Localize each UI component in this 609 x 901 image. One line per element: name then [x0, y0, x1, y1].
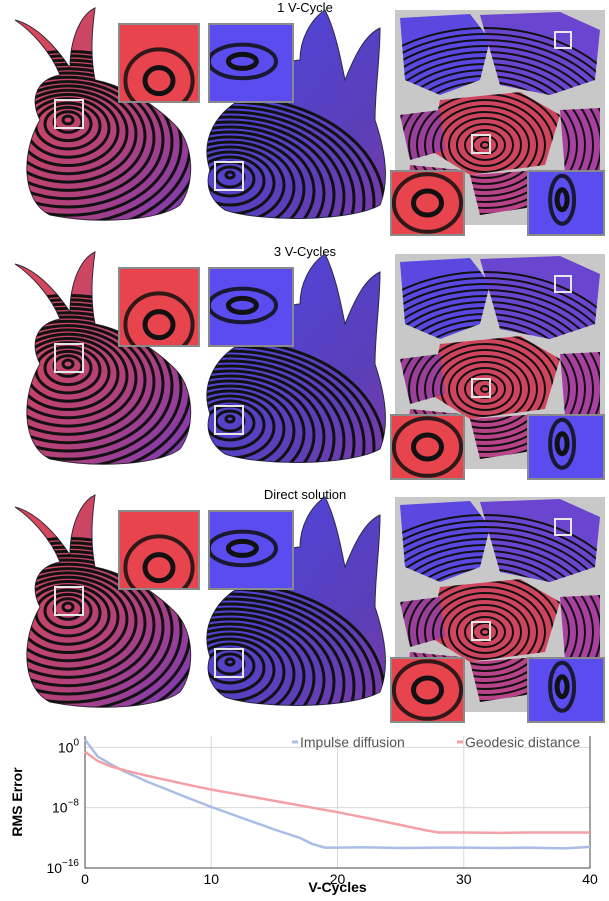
inset-red-top: [118, 510, 200, 590]
inset-red-atlas: [390, 414, 465, 480]
legend-label: Impulse diffusion: [300, 734, 405, 750]
figure-row: 1 V-Cycle: [0, 0, 609, 236]
zoom-region-box: [471, 134, 491, 154]
y-axis-label: RMS Error: [9, 767, 25, 837]
zoom-region-box: [214, 161, 244, 191]
zoom-region-box: [471, 621, 491, 641]
inset-blue-atlas: [527, 414, 605, 480]
inset-blue-top: [208, 267, 294, 347]
legend-label: Geodesic distance: [465, 734, 580, 750]
zoom-region-box: [54, 99, 84, 129]
zoom-region-box: [54, 343, 84, 373]
x-tick-label: 20: [330, 871, 346, 887]
inset-blue-atlas: [527, 657, 605, 723]
zoom-region-box: [54, 586, 84, 616]
row-title: 1 V-Cycle: [277, 0, 333, 15]
zoom-region-box: [471, 378, 491, 398]
row-title: 3 V-Cycles: [273, 244, 337, 259]
chart-svg: 0 10 20 30 40 100 10−8 10−16 V-Cycles RMS Error Im…: [9, 734, 598, 895]
x-tick-label: 30: [456, 871, 472, 887]
inset-red-atlas: [390, 170, 465, 236]
inset-blue-atlas: [527, 170, 605, 236]
y-tick-label: 100: [58, 737, 80, 755]
row-figure-svg: [14, 7, 605, 236]
zoom-region-box: [554, 275, 572, 293]
x-tick-label: 10: [203, 871, 219, 887]
row-figure-svg: [14, 251, 605, 480]
zoom-region-box: [554, 518, 572, 536]
x-tick-label: 40: [582, 871, 598, 887]
figure-row: 3 V-Cycles: [0, 244, 609, 480]
row-figure-svg: [14, 494, 605, 723]
chart-axes: [84, 736, 591, 869]
inset-blue-top: [208, 510, 294, 590]
series-line-0: [84, 739, 591, 850]
x-tick-label: 0: [81, 871, 89, 887]
figure-row: Direct solution: [0, 487, 609, 723]
y-tick-label: 10−16: [46, 858, 79, 876]
zoom-region-box: [554, 31, 572, 49]
y-tick-label: 10−8: [52, 798, 79, 816]
inset-blue-top: [208, 23, 294, 103]
series-line-1: [84, 750, 590, 835]
inset-red-atlas: [390, 657, 465, 723]
rms-error-chart: 0 10 20 30 40 100 10−8 10−16 V-Cycles RMS Error Im…: [0, 728, 609, 896]
zoom-region-box: [214, 405, 244, 435]
zoom-region-box: [214, 648, 244, 678]
x-axis-label: V-Cycles: [308, 879, 367, 895]
inset-red-top: [118, 267, 200, 347]
inset-red-top: [118, 23, 200, 103]
